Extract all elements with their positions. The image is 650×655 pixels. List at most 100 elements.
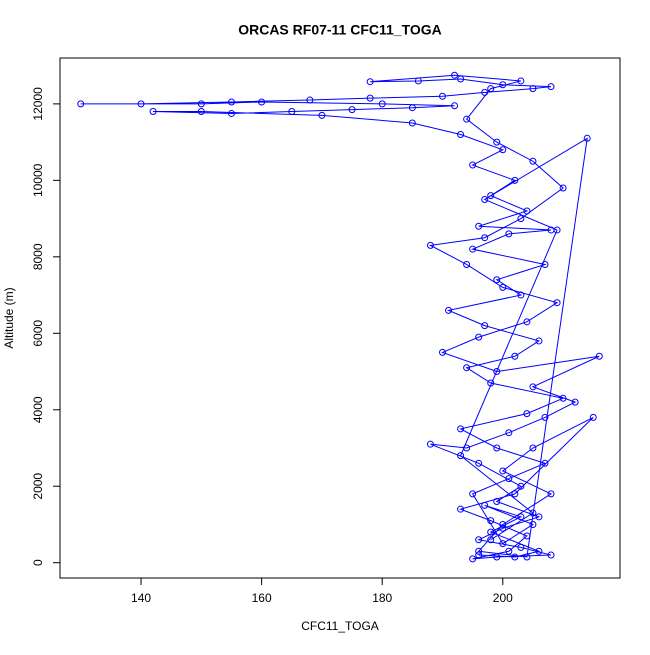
point [583,134,591,142]
point [553,226,561,234]
y-tick-label: 6000 [31,320,45,347]
point [457,75,465,83]
point [493,498,501,506]
point [469,490,477,498]
point [451,71,459,79]
point [499,81,507,89]
point [523,553,531,561]
point [517,77,525,85]
point [535,513,543,521]
point [426,440,434,448]
point [535,337,543,345]
point [529,85,537,93]
point [366,94,374,102]
point [505,429,513,437]
point [547,490,555,498]
point [463,364,471,372]
point [529,520,537,528]
point [517,291,525,299]
point [523,318,531,326]
point [511,490,519,498]
point [306,96,314,104]
point [475,333,483,341]
point [559,184,567,192]
y-tick-label: 2000 [31,473,45,500]
point [493,368,501,376]
point [553,299,561,307]
point [529,157,537,165]
point [475,547,483,555]
point [77,100,85,108]
point [493,444,501,452]
point [438,348,446,356]
x-tick-label: 200 [493,591,513,605]
chart-title: ORCAS RF07-11 CFC11_TOGA [238,22,442,38]
point [481,88,489,96]
point [499,540,507,548]
point [499,467,507,475]
point [463,115,471,123]
point [511,553,519,561]
point [457,425,465,433]
y-tick-label: 0 [31,559,45,566]
point [414,77,422,85]
y-tick-label: 12000 [31,87,45,121]
point [426,241,434,249]
point [529,444,537,452]
point [511,176,519,184]
point [469,161,477,169]
point [475,551,483,559]
point [517,215,525,223]
point [475,222,483,230]
point [523,532,531,540]
point [481,501,489,509]
point [523,410,531,418]
point [595,352,603,360]
point [517,543,525,551]
point [493,276,501,284]
point [517,513,525,521]
point [505,547,513,555]
point [487,528,495,536]
point [258,98,266,106]
x-axis-label: CFC11_TOGA [301,619,379,633]
point [499,524,507,532]
point [535,547,543,555]
point [541,413,549,421]
point [463,260,471,268]
y-tick-label: 4000 [31,396,45,423]
point [571,398,579,406]
x-tick-label: 160 [252,591,272,605]
point [529,509,537,517]
point [505,230,513,238]
point [408,104,416,112]
point [288,108,296,116]
point [481,195,489,203]
plot-frame [59,57,621,579]
point [499,146,507,154]
point [541,260,549,268]
point [457,505,465,513]
point [499,520,507,528]
point [487,379,495,387]
y-axis-label: Altitude (m) [2,287,16,348]
point [541,459,549,467]
point [227,109,235,117]
point [469,245,477,253]
point [457,130,465,138]
point [517,482,525,490]
point [487,536,495,544]
point [547,551,555,559]
point [529,383,537,391]
point [475,459,483,467]
point [378,100,386,108]
point [438,92,446,100]
point [511,352,519,360]
point [457,452,465,460]
point [451,102,459,110]
point [408,119,416,127]
point [487,85,495,93]
point [493,138,501,146]
point [227,98,235,106]
